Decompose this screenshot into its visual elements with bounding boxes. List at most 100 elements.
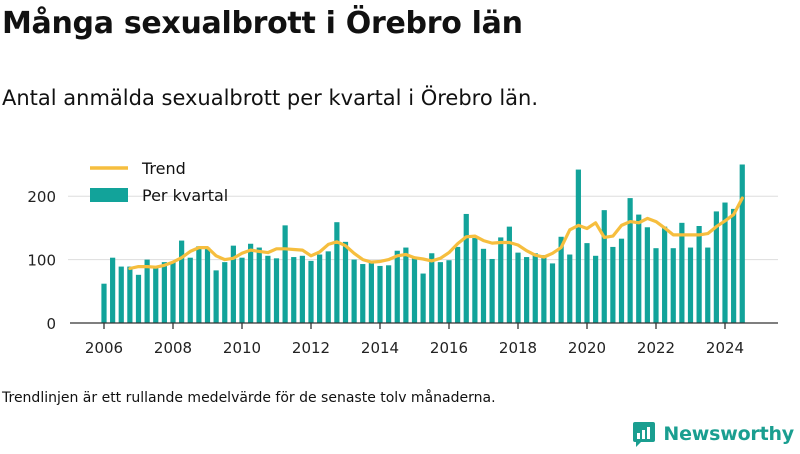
bar [722,202,728,323]
y-tick-label: 0 [46,315,56,333]
bar [239,257,245,323]
newsworthy-logo-icon [633,422,656,447]
bar [299,255,305,323]
bar [342,241,349,323]
bar [135,274,142,323]
bar [325,251,331,323]
legend-bar-label: Per kvartal [142,186,228,205]
bar [506,226,512,323]
bar [118,266,124,323]
bar [351,259,357,323]
bar [567,254,573,323]
bar [601,210,607,323]
bar [273,258,280,323]
bar [472,238,478,323]
bar [636,214,642,323]
bar [463,213,469,323]
brand-logo: Newsworthy [631,420,794,448]
bar [386,265,392,323]
bar [679,222,685,323]
bar [394,250,400,323]
bar [670,248,676,323]
bar [368,260,374,323]
bar [256,247,262,323]
bar [549,263,556,323]
legend-trend-label: Trend [141,159,186,178]
bar [248,243,254,323]
bar [110,257,116,323]
x-tick-label: 2006 [85,339,123,357]
bar [455,246,461,323]
bar [170,261,176,323]
bar [265,255,271,323]
bar [153,266,159,323]
x-tick-label: 2018 [499,339,537,357]
bar [127,266,133,323]
bar [161,262,167,323]
bar [403,247,409,323]
bar [334,222,340,323]
x-tick-label: 2008 [154,339,192,357]
bar [644,227,650,323]
bar [618,238,625,323]
chart-title: Många sexualbrott i Örebro län [2,6,523,41]
bar [360,264,366,323]
bar [144,259,150,323]
bar [653,248,659,323]
bar [291,257,297,323]
bar [230,245,236,323]
bar [610,246,616,323]
bar [411,258,418,323]
bar [731,208,737,323]
bar [575,169,581,323]
bar [187,257,193,323]
bar [222,262,228,323]
bar [196,246,202,323]
chart-footnote: Trendlinjen är ett rullande medelvärde f… [2,390,496,406]
bar [687,247,694,323]
x-tick-label: 2016 [430,339,468,357]
x-tick-label: 2014 [361,339,399,357]
bar [739,164,745,323]
bar [627,198,633,323]
bar [713,211,719,323]
y-tick-label: 200 [27,188,56,206]
bar [705,247,711,323]
bar [489,258,495,323]
bar [446,260,452,323]
x-tick-label: 2012 [292,339,330,357]
bar [584,243,590,323]
bar [420,273,426,323]
bar [213,270,219,323]
x-tick-label: 2020 [568,339,606,357]
bar [498,237,504,323]
bar [532,253,538,323]
bar [524,257,530,323]
bar [308,260,314,323]
bar [317,254,323,323]
bar [515,252,521,323]
trend-line [128,196,744,271]
bar [558,236,564,323]
brand-name: Newsworthy [663,423,794,445]
bar [204,247,211,323]
chart-subtitle: Antal anmälda sexualbrott per kvartal i … [2,86,539,110]
x-tick-label: 2010 [223,339,261,357]
x-tick-label: 2024 [706,339,744,357]
bar [377,265,383,323]
bar [541,255,547,323]
bar [429,253,435,323]
bar [662,226,668,323]
legend-bar-swatch [90,188,128,202]
bar [480,248,487,323]
y-tick-label: 100 [27,252,56,270]
bar [179,240,185,323]
x-tick-label: 2022 [637,339,675,357]
bar [437,262,443,323]
bar [696,225,702,323]
bar [101,283,107,323]
bar [282,225,288,323]
bar [593,255,599,323]
